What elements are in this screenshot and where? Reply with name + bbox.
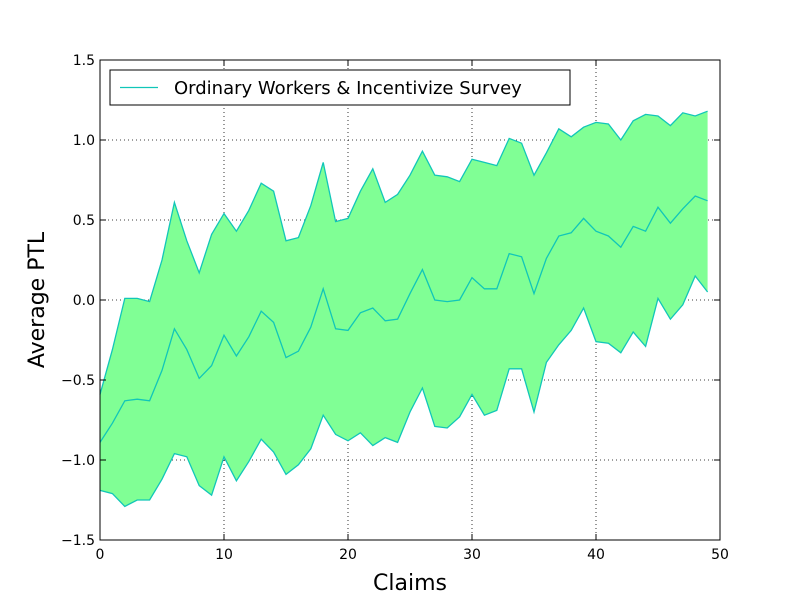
y-tick-label: 1.0 xyxy=(73,133,95,149)
x-tick-label: 0 xyxy=(96,547,105,563)
x-axis-label: Claims xyxy=(373,571,447,596)
ticks xyxy=(99,59,721,541)
y-axis-label: Average PTL xyxy=(25,231,50,368)
mean-line xyxy=(99,195,708,443)
x-tick-label: 50 xyxy=(711,547,729,563)
legend-box xyxy=(109,69,571,106)
x-tick-label: 20 xyxy=(339,547,357,563)
y-tick-label: 0.0 xyxy=(73,293,95,309)
y-tick-label: 0.5 xyxy=(73,213,95,229)
x-tick-label: 40 xyxy=(587,547,605,563)
x-tick-label: 10 xyxy=(215,547,233,563)
y-tick-label: 1.5 xyxy=(73,53,95,69)
x-tick-label: 30 xyxy=(463,547,481,563)
y-tick-label: −1.0 xyxy=(61,453,95,469)
upper-bound-line xyxy=(99,110,708,395)
confidence-band xyxy=(100,111,708,507)
legend-label: Ordinary Workers & Incentivize Survey xyxy=(174,78,522,99)
legend: Ordinary Workers & Incentivize Survey xyxy=(109,69,571,106)
y-tick-label: −0.5 xyxy=(61,373,95,389)
y-tick-label: −1.5 xyxy=(61,533,95,549)
lower-bound-line xyxy=(99,274,709,508)
tick-labels: 0 10 20 30 40 50 −1.5 −1.0 −0.5 0.0 0.5 1.0 1.5 xyxy=(61,53,729,563)
